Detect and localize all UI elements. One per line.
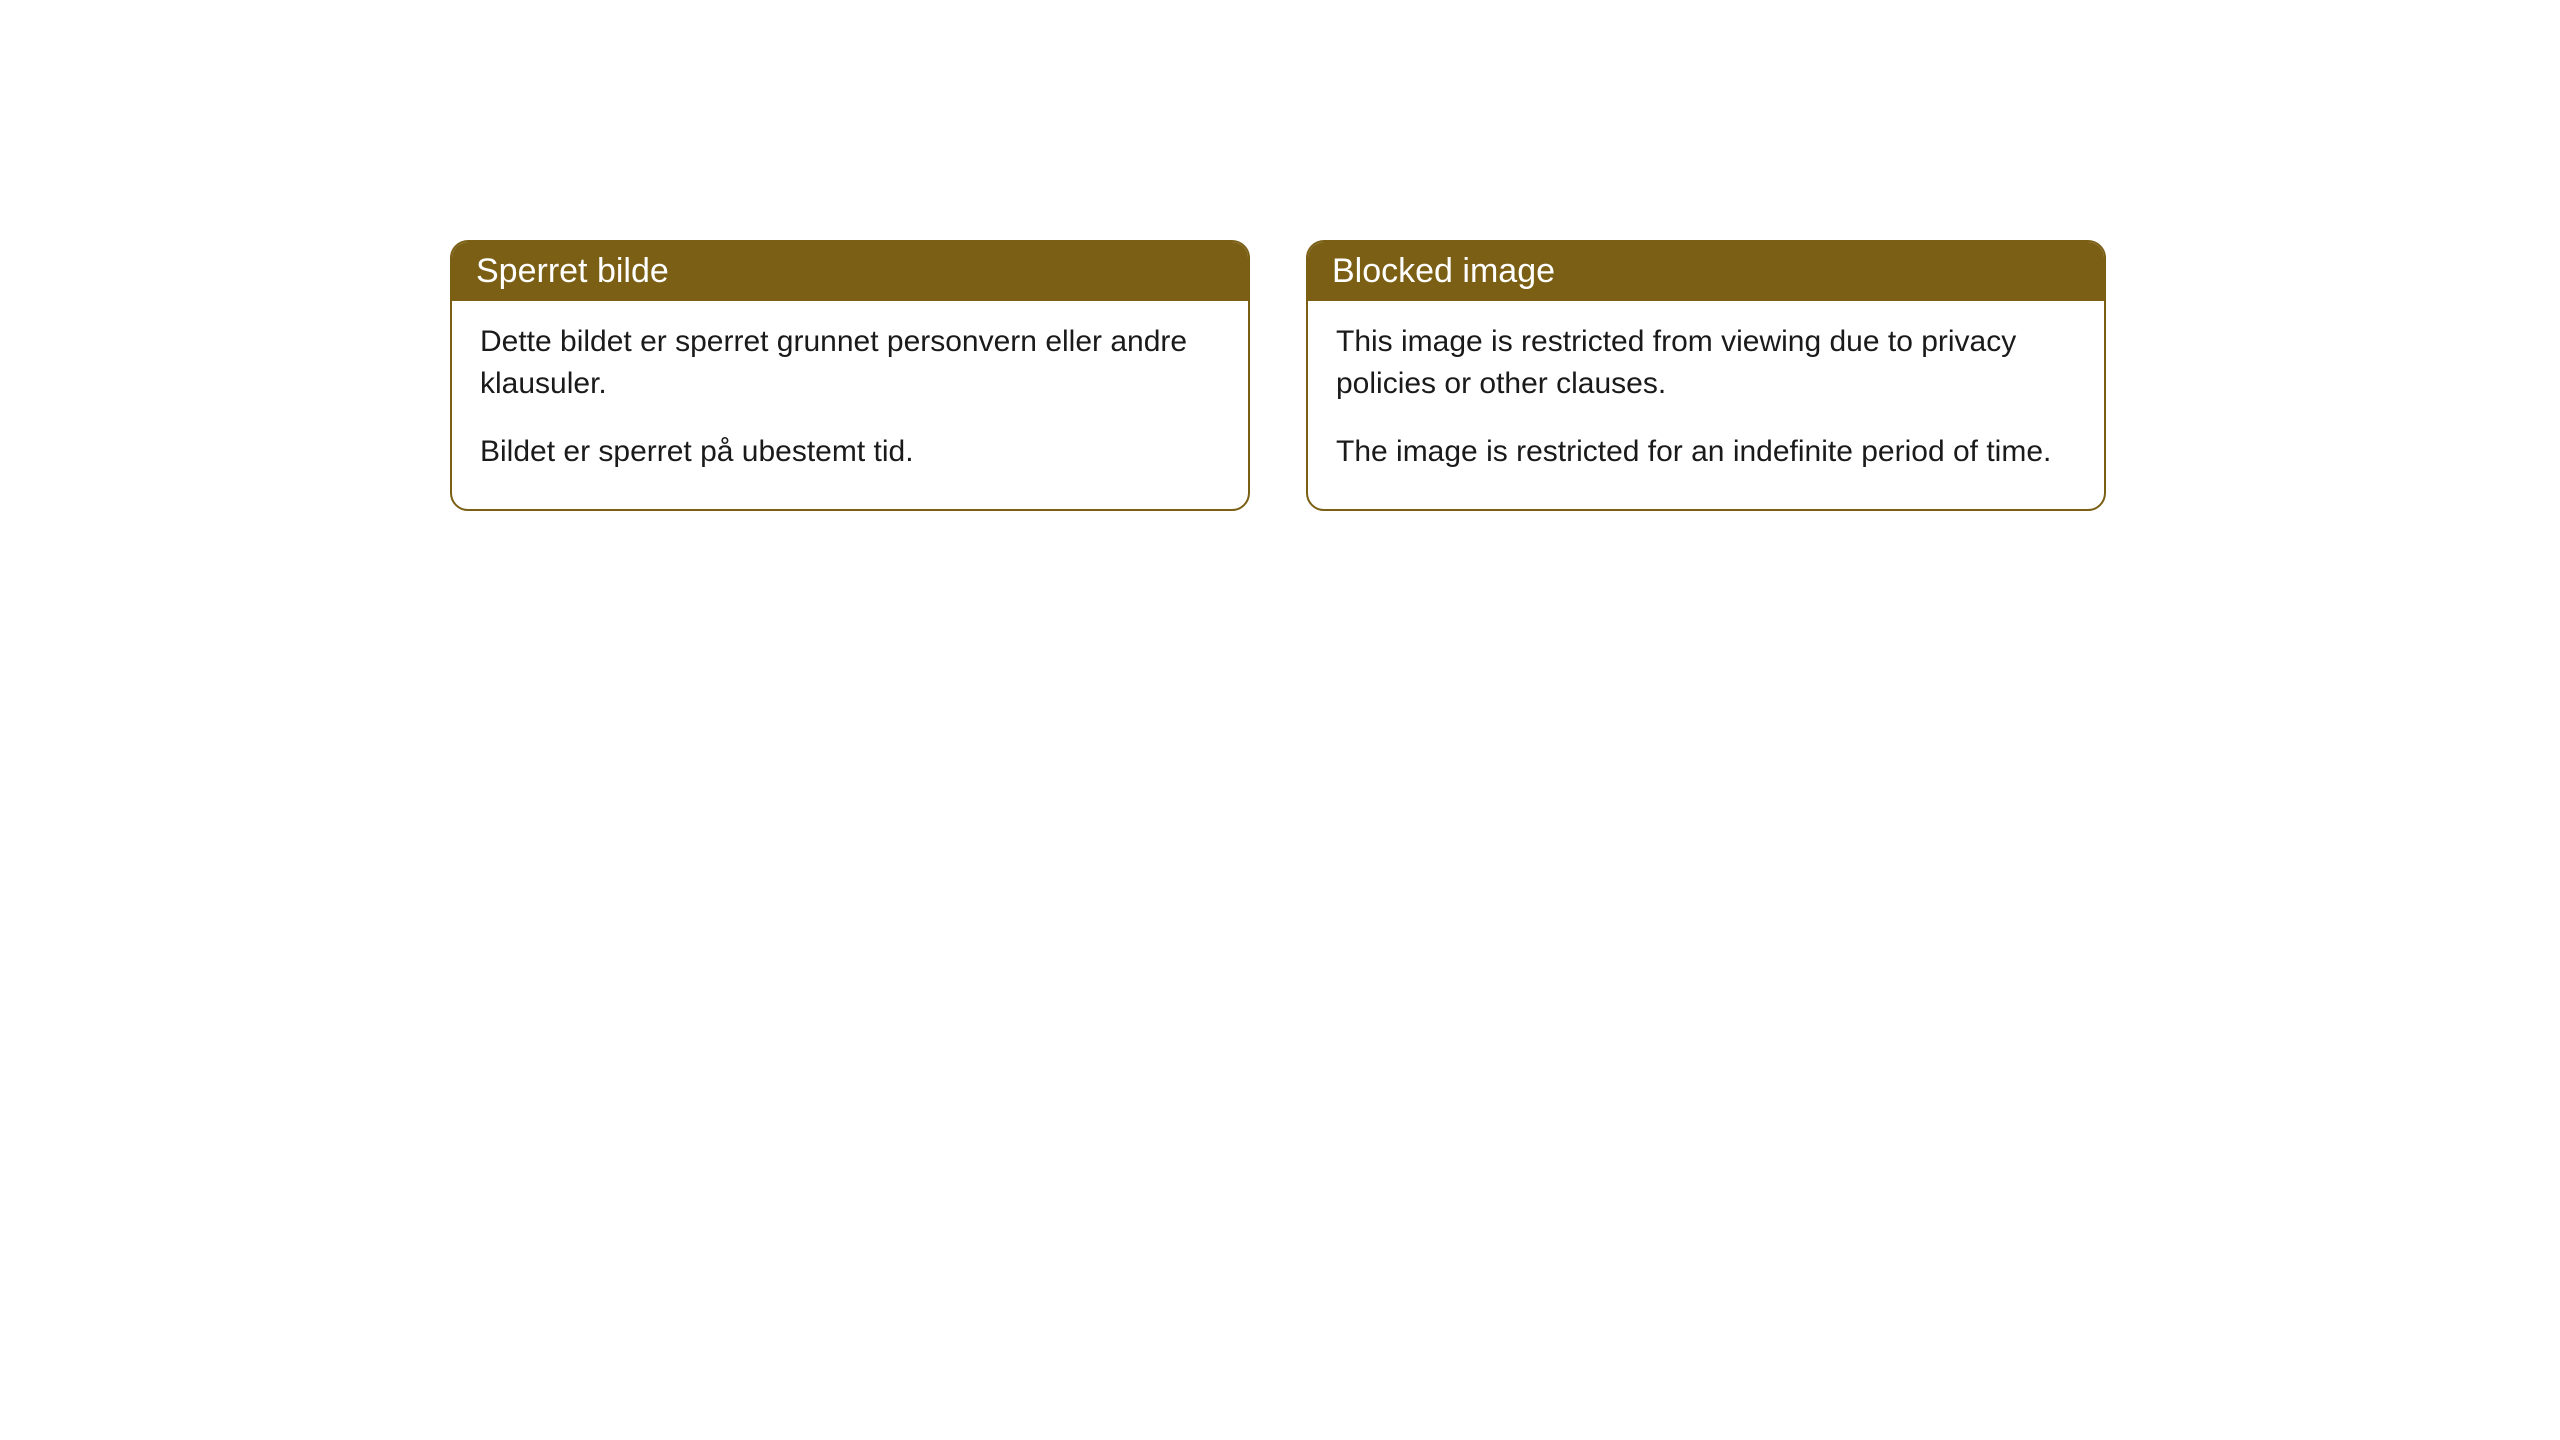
card-title-english: Blocked image: [1332, 252, 1555, 290]
blocked-image-card-norwegian: Sperret bilde Dette bildet er sperret gr…: [450, 240, 1250, 511]
card-header-norwegian: Sperret bilde: [452, 242, 1248, 301]
card-paragraph-2-norwegian: Bildet er sperret på ubestemt tid.: [480, 431, 1220, 473]
card-body-norwegian: Dette bildet er sperret grunnet personve…: [452, 301, 1248, 509]
card-title-norwegian: Sperret bilde: [476, 252, 669, 290]
card-body-english: This image is restricted from viewing du…: [1308, 301, 2104, 509]
blocked-image-card-english: Blocked image This image is restricted f…: [1306, 240, 2106, 511]
card-paragraph-1-norwegian: Dette bildet er sperret grunnet personve…: [480, 321, 1220, 405]
card-paragraph-1-english: This image is restricted from viewing du…: [1336, 321, 2076, 405]
card-header-english: Blocked image: [1308, 242, 2104, 301]
card-paragraph-2-english: The image is restricted for an indefinit…: [1336, 431, 2076, 473]
cards-container: Sperret bilde Dette bildet er sperret gr…: [450, 240, 2110, 511]
